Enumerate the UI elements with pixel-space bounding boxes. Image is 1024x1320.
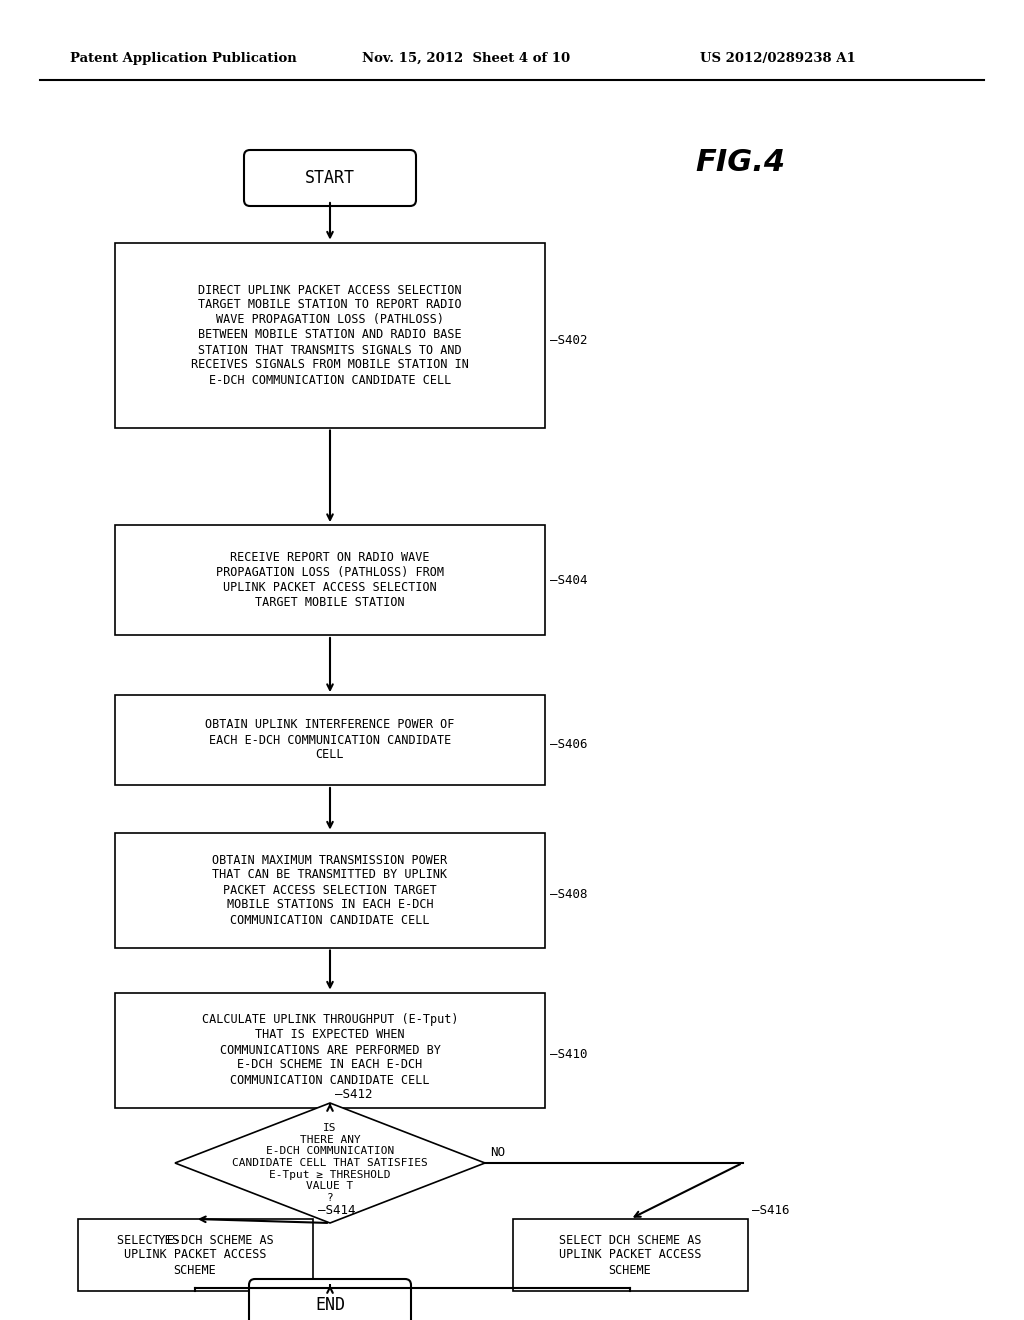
Text: —S410: —S410: [550, 1048, 588, 1061]
Text: —S412: —S412: [335, 1089, 373, 1101]
Text: FIG.4: FIG.4: [695, 148, 785, 177]
FancyBboxPatch shape: [244, 150, 416, 206]
Text: —S406: —S406: [550, 738, 588, 751]
Text: NO: NO: [490, 1147, 505, 1159]
Polygon shape: [175, 1104, 485, 1224]
Bar: [115, 696, 545, 785]
Text: —S402: —S402: [550, 334, 588, 346]
Text: START: START: [305, 169, 355, 187]
Bar: [115, 993, 545, 1107]
Text: IS
THERE ANY
E-DCH COMMUNICATION
CANDIDATE CELL THAT SATISFIES
E-Tput ≥ THRESHOL: IS THERE ANY E-DCH COMMUNICATION CANDIDA…: [232, 1123, 428, 1203]
Text: —S404: —S404: [550, 573, 588, 586]
Bar: [78, 1218, 312, 1291]
Bar: [115, 833, 545, 948]
Text: —S408: —S408: [550, 888, 588, 902]
Bar: [115, 243, 545, 428]
Text: OBTAIN MAXIMUM TRANSMISSION POWER
THAT CAN BE TRANSMITTED BY UPLINK
PACKET ACCES: OBTAIN MAXIMUM TRANSMISSION POWER THAT C…: [212, 854, 447, 927]
Text: SELECT E-DCH SCHEME AS
UPLINK PACKET ACCESS
SCHEME: SELECT E-DCH SCHEME AS UPLINK PACKET ACC…: [117, 1233, 273, 1276]
Text: —S414: —S414: [317, 1204, 355, 1217]
Bar: [115, 525, 545, 635]
Text: CALCULATE UPLINK THROUGHPUT (E-Tput)
THAT IS EXPECTED WHEN
COMMUNICATIONS ARE PE: CALCULATE UPLINK THROUGHPUT (E-Tput) THA…: [202, 1014, 459, 1086]
Text: —S416: —S416: [753, 1204, 790, 1217]
Text: DIRECT UPLINK PACKET ACCESS SELECTION
TARGET MOBILE STATION TO REPORT RADIO
WAVE: DIRECT UPLINK PACKET ACCESS SELECTION TA…: [191, 284, 469, 387]
Text: Patent Application Publication: Patent Application Publication: [70, 51, 297, 65]
Text: US 2012/0289238 A1: US 2012/0289238 A1: [700, 51, 856, 65]
Text: RECEIVE REPORT ON RADIO WAVE
PROPAGATION LOSS (PATHLOSS) FROM
UPLINK PACKET ACCE: RECEIVE REPORT ON RADIO WAVE PROPAGATION…: [216, 550, 444, 609]
Text: OBTAIN UPLINK INTERFERENCE POWER OF
EACH E-DCH COMMUNICATION CANDIDATE
CELL: OBTAIN UPLINK INTERFERENCE POWER OF EACH…: [206, 718, 455, 762]
FancyBboxPatch shape: [249, 1279, 411, 1320]
Text: END: END: [315, 1296, 345, 1313]
Text: YES: YES: [158, 1234, 180, 1247]
Text: Nov. 15, 2012  Sheet 4 of 10: Nov. 15, 2012 Sheet 4 of 10: [362, 51, 570, 65]
Bar: [512, 1218, 748, 1291]
Text: SELECT DCH SCHEME AS
UPLINK PACKET ACCESS
SCHEME: SELECT DCH SCHEME AS UPLINK PACKET ACCES…: [559, 1233, 701, 1276]
